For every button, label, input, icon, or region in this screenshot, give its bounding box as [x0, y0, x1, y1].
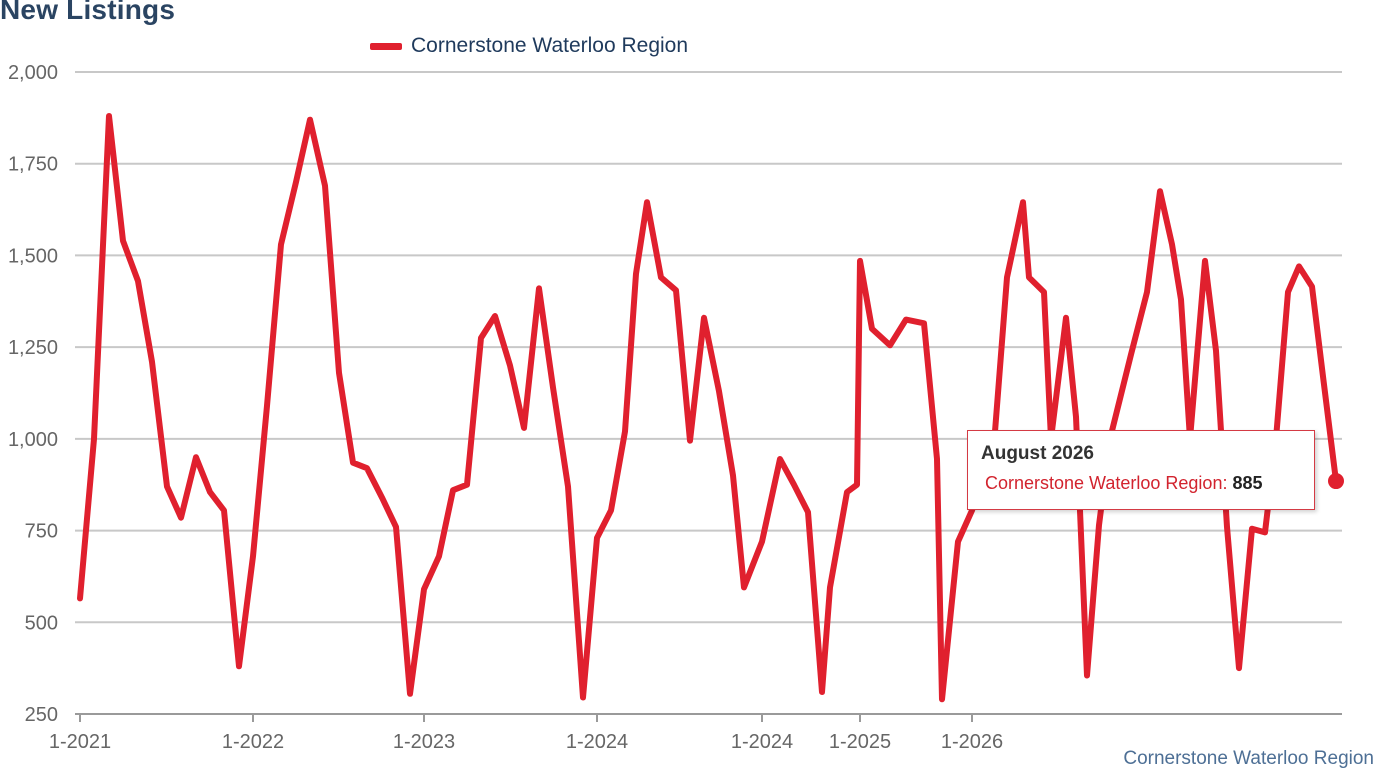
chart-title: New Listings — [0, 0, 176, 25]
x-tick-label: 1-2026 — [941, 731, 1003, 753]
y-tick-label: 500 — [25, 612, 58, 634]
legend-label: Cornerstone Waterloo Region — [411, 34, 689, 57]
legend-swatch — [370, 42, 402, 50]
chart-credit[interactable]: Cornerstone Waterloo Region — [1123, 748, 1374, 769]
x-tick-label: 1-2021 — [49, 731, 111, 753]
x-tick-label: 1-2023 — [393, 731, 455, 753]
tooltip-series-label: Cornerstone Waterloo Region: — [985, 473, 1228, 493]
legend[interactable]: Cornerstone Waterloo Region — [370, 34, 688, 58]
y-tick-label: 1,500 — [8, 245, 58, 267]
y-tick-label: 1,750 — [8, 154, 58, 176]
x-tick-label: 1-2022 — [222, 731, 284, 753]
tooltip-value: 885 — [1232, 473, 1263, 493]
hover-point — [1328, 473, 1344, 490]
y-tick-label: 2,000 — [8, 62, 58, 84]
x-tick-label: 1-2024 — [566, 731, 628, 753]
series-line — [77, 113, 1339, 703]
y-tick-label: 1,250 — [8, 337, 58, 359]
x-tick-label: 1-2024 — [731, 731, 793, 753]
x-tick-label: 1-2025 — [829, 731, 891, 753]
tooltip: August 2026 Cornerstone Waterloo Region:… — [967, 430, 1315, 510]
tooltip-title: August 2026 — [981, 443, 1094, 464]
y-tick-label: 750 — [25, 521, 58, 543]
y-tick-label: 250 — [25, 704, 58, 726]
y-tick-label: 1,000 — [8, 429, 58, 451]
tooltip-line: Cornerstone Waterloo Region: 885 — [985, 473, 1302, 494]
